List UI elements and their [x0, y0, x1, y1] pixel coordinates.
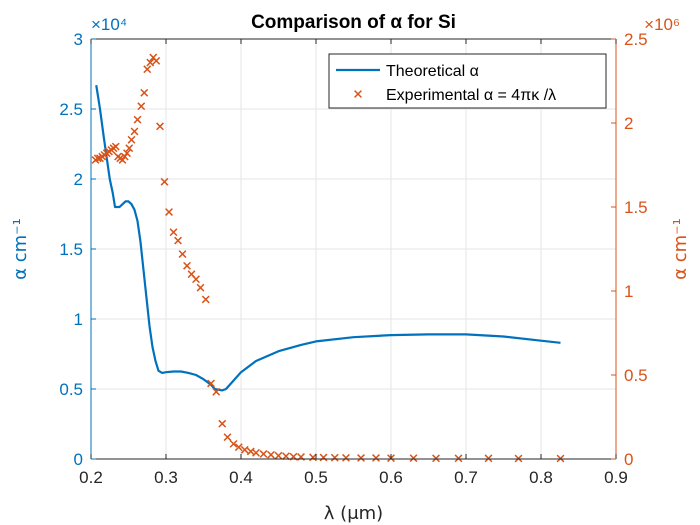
data-point: [252, 448, 260, 457]
data-point: [183, 261, 191, 270]
data-point: [160, 177, 169, 186]
x-tick-label: 0.2: [79, 468, 103, 487]
data-point: [120, 152, 129, 161]
x-axis-label: λ (μm): [324, 503, 383, 524]
data-point: [133, 115, 142, 124]
data-point: [282, 452, 290, 461]
data-point: [319, 453, 328, 462]
data-point: [330, 453, 339, 462]
legend-label-theoretical: Theoretical α: [386, 63, 479, 80]
data-point: [174, 236, 182, 245]
data-point: [223, 433, 232, 442]
data-point: [432, 454, 440, 463]
y-axis-label-left: α cm⁻¹: [10, 218, 31, 280]
data-point: [514, 454, 523, 463]
y-tick-label-left: 2: [74, 170, 83, 189]
axes: [90, 38, 617, 460]
data-point: [556, 454, 565, 463]
data-point: [240, 445, 249, 454]
x-tick-label: 0.9: [604, 468, 628, 487]
x-tick-label: 0.7: [454, 468, 478, 487]
data-point: [218, 419, 227, 428]
data-point: [212, 387, 221, 396]
data-point: [125, 144, 134, 153]
legend: Theoretical α Experimental α = 4πκ /λ: [328, 53, 607, 109]
y-tick-label-right: 1.5: [624, 198, 648, 217]
data-point: [274, 451, 283, 460]
y-tick-label-left: 1: [74, 310, 83, 329]
data-point: [127, 135, 136, 144]
data-point: [267, 450, 275, 459]
data-point: [140, 88, 149, 97]
data-point: [234, 443, 243, 452]
data-point: [372, 454, 380, 462]
y-tick-label-left: 1.5: [59, 240, 83, 259]
data-point: [309, 453, 317, 462]
legend-swatch-experimental: [354, 90, 362, 98]
y-axis-label-right: α cm⁻¹: [670, 218, 691, 280]
data-point: [165, 208, 173, 216]
data-point: [156, 122, 164, 131]
x-tick-label: 0.3: [154, 468, 178, 487]
data-point: [259, 450, 268, 458]
data-point: [146, 58, 155, 67]
series-line-theoretical: [95, 85, 561, 392]
tick-labels: 0.2 0.3 0.4 0.5 0.6 0.7 0.8 0.900.511.522.5300.…: [59, 30, 647, 487]
legend-box: [328, 53, 607, 109]
y-tick-label-right: 0: [624, 450, 633, 469]
data-point: [207, 379, 215, 388]
x-tick-label: 0.5: [304, 468, 328, 487]
x-tick-label: 0.6: [379, 468, 403, 487]
data-point: [111, 142, 120, 151]
x-tick-label: 0.4: [229, 468, 253, 487]
y-exponent-left: ×10⁴: [91, 15, 127, 34]
data-point: [201, 295, 210, 304]
y-tick-label-right: 0.5: [624, 366, 648, 385]
data-point: [143, 65, 152, 74]
x-tick-label: 0.8: [529, 468, 553, 487]
data-point: [357, 454, 365, 462]
data-point: [118, 156, 127, 164]
y-tick-label-left: 2.5: [59, 100, 83, 119]
data-point: [178, 250, 187, 258]
y-tick-label-left: 0: [74, 450, 83, 469]
data-point: [229, 439, 238, 448]
chart-title: Comparison of α for Si: [251, 12, 456, 33]
y-tick-label-right: 2.5: [624, 30, 648, 49]
data-point: [123, 149, 131, 158]
data-point: [454, 454, 463, 463]
data-point: [196, 283, 205, 292]
data-point: [409, 454, 418, 463]
data-point: [130, 127, 139, 136]
y-tick-label-right: 1: [624, 282, 633, 301]
legend-label-experimental: Experimental α = 4πκ /λ: [386, 87, 556, 104]
data-point: [152, 56, 161, 65]
data-point: [169, 228, 178, 237]
data-point: [137, 102, 146, 111]
y-tick-label-right: 2: [624, 114, 633, 133]
data-point: [192, 275, 200, 284]
data-point: [93, 154, 102, 163]
y-tick-label-left: 3: [74, 30, 83, 49]
data-point: [484, 454, 493, 463]
data-point: [342, 453, 350, 462]
y-exponent-right: ×10⁶: [644, 15, 680, 34]
y-tick-label-left: 0.5: [59, 380, 83, 399]
